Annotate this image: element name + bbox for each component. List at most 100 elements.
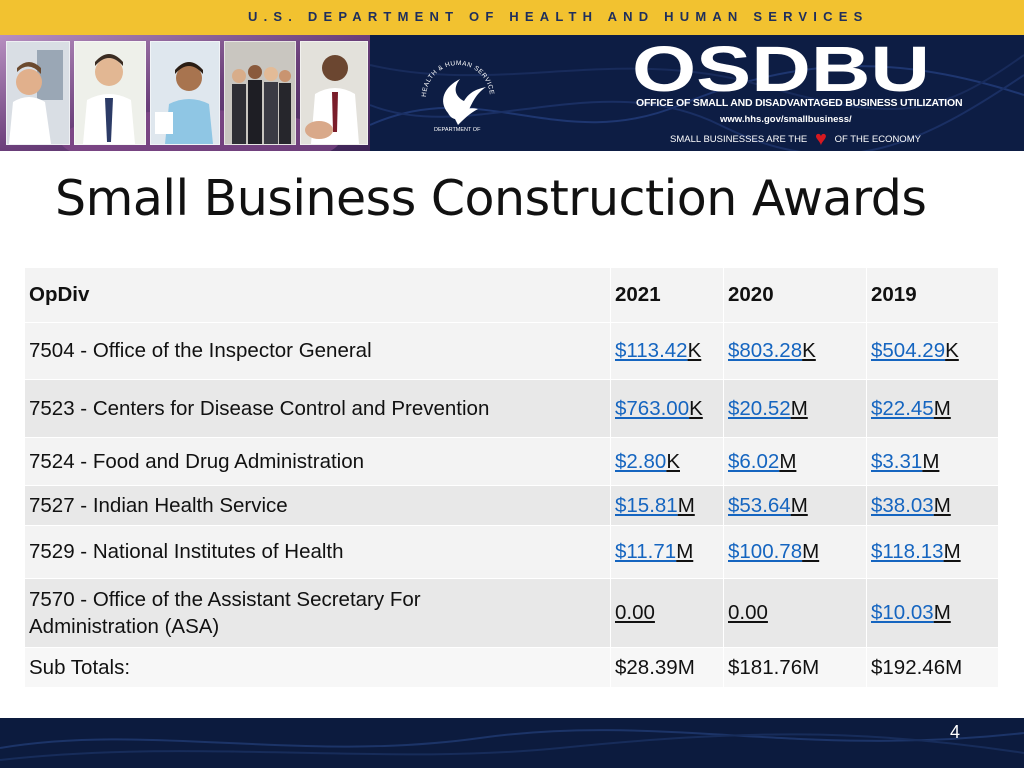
amount-link[interactable]: $11.71 (615, 540, 677, 563)
header-banner: HEALTH & HUMAN SERVICES · USA · DEPARTME… (0, 35, 1024, 151)
amount-link[interactable]: $3.31 (871, 449, 923, 473)
amount-cell-2021: 0.00 (610, 578, 724, 648)
amount-cell-2020[interactable]: $803.28K (723, 322, 867, 380)
header-2019: 2019 (866, 267, 999, 323)
subtotal-2019: $192.46M (866, 647, 999, 688)
osdbu-subtitle: OFFICE OF SMALL AND DISADVANTAGED BUSINE… (636, 97, 963, 109)
opdiv-line: Administration (ASA) (29, 615, 220, 638)
table-row-subtotals: Sub Totals: $28.39M $181.76M $192.46M (24, 647, 999, 688)
amount-cell-2020[interactable]: $53.64M (723, 485, 867, 526)
osdbu-logo: OSDBU (632, 37, 930, 97)
table-row-oig: 7504 - Office of the Inspector General $… (24, 322, 999, 380)
unit: K (945, 339, 959, 362)
amount-link[interactable]: $803.28 (728, 339, 803, 362)
amount-cell-2020[interactable]: $100.78M (723, 525, 867, 579)
amount-cell-2021[interactable]: $113.42K (610, 322, 724, 380)
unit: K (689, 396, 703, 420)
table-row-fda: 7524 - Food and Drug Administration $2.8… (24, 437, 999, 486)
svg-text:DEPARTMENT OF: DEPARTMENT OF (434, 127, 481, 133)
amount-link[interactable]: $6.02 (728, 449, 780, 473)
osdbu-url: www.hhs.gov/smallbusiness/ (720, 114, 852, 125)
amount-cell-2021[interactable]: $763.00K (610, 379, 724, 438)
photo-group (224, 41, 296, 145)
amount-link[interactable]: $22.45 (871, 396, 934, 420)
amount-link[interactable]: $100.78 (728, 540, 803, 563)
opdiv-cell: 7523 - Centers for Disease Control and P… (24, 379, 611, 438)
photo-nurse (150, 41, 220, 145)
amount-cell-2021[interactable]: $2.80K (610, 437, 724, 486)
unit: M (922, 449, 940, 473)
opdiv-line: 7570 - Office of the Assistant Secretary… (29, 588, 421, 611)
amount-cell-2019[interactable]: $118.13M (866, 525, 999, 579)
subtotal-label: Sub Totals: (24, 647, 611, 688)
amount-value: 0.00 (728, 601, 768, 624)
slide-title: Small Business Construction Awards (55, 170, 927, 227)
amount-link[interactable]: $38.03 (871, 493, 934, 517)
amount-cell-2020[interactable]: $20.52M (723, 379, 867, 438)
opdiv-cell: 7527 - Indian Health Service (24, 485, 611, 526)
opdiv-cell: 7529 - National Institutes of Health (24, 525, 611, 579)
amount-link[interactable]: $10.03 (871, 601, 934, 624)
subtotal-2020: $181.76M (723, 647, 867, 688)
unit: M (943, 540, 961, 563)
unit: M (677, 493, 695, 517)
header-opdiv: OpDiv (24, 267, 611, 323)
unit: M (790, 396, 808, 420)
amount-cell-2020: 0.00 (723, 578, 867, 648)
table-row-nih: 7529 - National Institutes of Health $11… (24, 525, 999, 579)
opdiv-cell: 7524 - Food and Drug Administration (24, 437, 611, 486)
amount-cell-2019[interactable]: $10.03M (866, 578, 999, 648)
unit: K (687, 339, 702, 362)
table-row-cdc: 7523 - Centers for Disease Control and P… (24, 379, 999, 438)
tagline: SMALL BUSINESSES ARE THE ♥ OF THE ECONOM… (670, 128, 921, 151)
amount-link[interactable]: $504.29 (871, 339, 946, 362)
unit: M (933, 396, 951, 420)
hhs-seal-logo: HEALTH & HUMAN SERVICES · USA · DEPARTME… (408, 43, 495, 133)
amount-link[interactable]: $2.80 (615, 449, 667, 473)
tagline-start: SMALL BUSINESSES ARE THE (670, 134, 808, 145)
footer-background (0, 718, 1024, 768)
amount-cell-2021[interactable]: $11.71M (610, 525, 724, 579)
unit: M (933, 601, 951, 624)
page-number: 4 (950, 722, 961, 742)
opdiv-cell: 7504 - Office of the Inspector General (24, 322, 611, 380)
footer-band (0, 718, 1024, 768)
unit: M (779, 449, 797, 473)
amount-cell-2019[interactable]: $3.31M (866, 437, 999, 486)
table-header-row: OpDiv 2021 2020 2019 (24, 267, 999, 323)
amount-cell-2020[interactable]: $6.02M (723, 437, 867, 486)
table-row-asa: 7570 - Office of the Assistant Secretary… (24, 578, 999, 648)
unit: M (790, 493, 808, 517)
unit: M (933, 493, 951, 517)
amount-link[interactable]: $20.52 (728, 396, 791, 420)
amount-link[interactable]: $118.13 (871, 540, 944, 563)
unit: M (802, 540, 820, 563)
header-2021: 2021 (610, 267, 724, 323)
amount-link[interactable]: $53.64 (728, 493, 791, 517)
photo-doctor-patient (300, 41, 368, 145)
amount-link[interactable]: $113.42 (615, 339, 688, 362)
tagline-end: OF THE ECONOMY (834, 134, 921, 145)
amount-link[interactable]: $763.00 (615, 396, 690, 420)
subtotal-2021: $28.39M (610, 647, 724, 688)
unit: M (676, 540, 694, 563)
department-bar: U.S. DEPARTMENT OF HEALTH AND HUMAN SERV… (0, 0, 1024, 35)
amount-cell-2019[interactable]: $38.03M (866, 485, 999, 526)
department-name: U.S. DEPARTMENT OF HEALTH AND HUMAN SERV… (248, 9, 869, 24)
amount-link[interactable]: $15.81 (615, 493, 678, 517)
opdiv-cell: 7570 - Office of the Assistant Secretary… (24, 578, 611, 648)
amount-cell-2021[interactable]: $15.81M (610, 485, 724, 526)
table-row-ihs: 7527 - Indian Health Service $15.81M $53… (24, 485, 999, 526)
health-photos-collage (0, 35, 370, 151)
unit: K (802, 339, 816, 362)
header-2020: 2020 (723, 267, 867, 323)
unit: K (666, 449, 680, 473)
svg-text:OSDBU: OSDBU (632, 37, 930, 97)
heart-icon: ♥ (814, 128, 827, 151)
amount-cell-2019[interactable]: $504.29K (866, 322, 999, 380)
amount-value: 0.00 (615, 601, 655, 624)
photo-man-tie (74, 41, 146, 145)
photo-doctor-xray (6, 41, 70, 145)
amount-cell-2019[interactable]: $22.45M (866, 379, 999, 438)
awards-table: OpDiv 2021 2020 2019 7504 - Office of th… (24, 267, 999, 688)
